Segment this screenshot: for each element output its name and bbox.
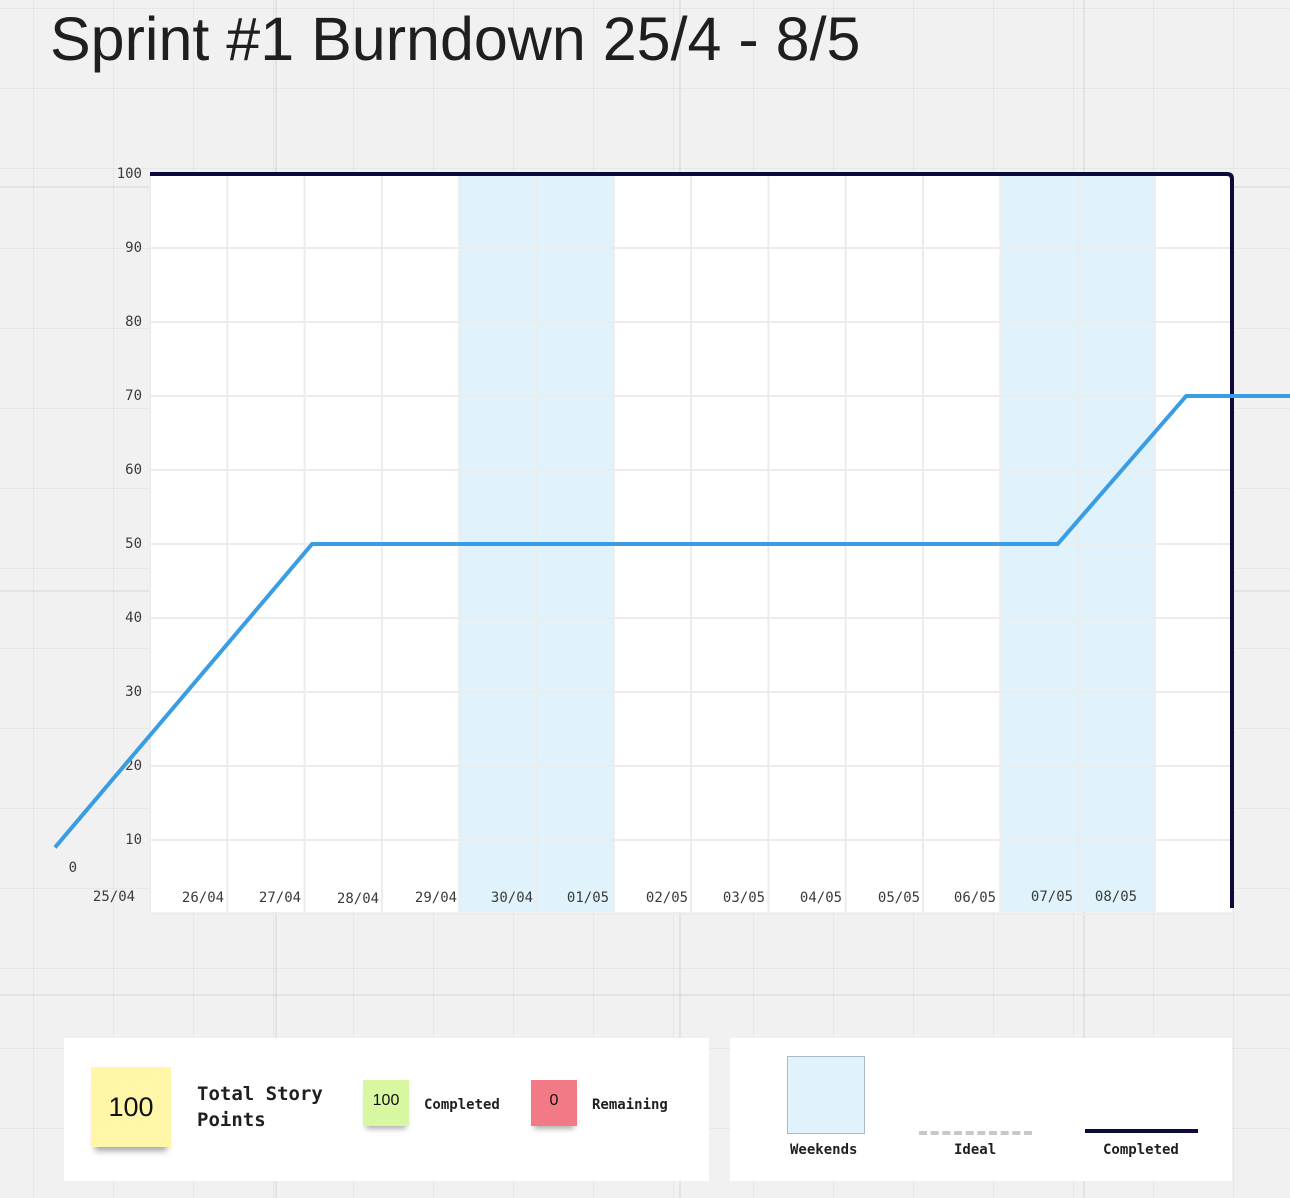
chart-frame: [150, 172, 1234, 908]
remaining-points-label: Remaining: [592, 1097, 668, 1113]
remaining-points-value: 0: [549, 1092, 559, 1109]
x-tick-label: 08/05: [1095, 889, 1137, 905]
completed-points-sticky[interactable]: 100: [363, 1080, 409, 1126]
x-tick-label: 07/05: [1031, 889, 1073, 905]
total-points-label: Total Story Points: [197, 1083, 323, 1131]
page-title: Sprint #1 Burndown 25/4 - 8/5: [50, 5, 861, 73]
completed-points-label: Completed: [424, 1097, 500, 1113]
y-tick-label: 50: [125, 536, 142, 552]
x-tick-label: 04/05: [800, 890, 842, 906]
remaining-points-sticky[interactable]: 0: [531, 1080, 577, 1126]
x-tick-label: 01/05: [567, 890, 609, 906]
y-tick-label: 10: [125, 832, 142, 848]
legend-ideal-line: [919, 1131, 1032, 1135]
total-points-sticky[interactable]: 100: [91, 1067, 171, 1147]
y-tick-label: 40: [125, 610, 142, 626]
y-tick-label: 60: [125, 462, 142, 478]
y-tick-label: 80: [125, 314, 142, 330]
x-tick-label: 27/04: [259, 890, 301, 906]
x-tick-label: 28/04: [337, 891, 379, 907]
total-points-value: 100: [108, 1091, 154, 1122]
legend-completed-line: [1085, 1129, 1198, 1133]
x-tick-label: 03/05: [723, 890, 765, 906]
completed-series-line: [53, 394, 1290, 849]
legend-weekends-swatch: [787, 1056, 865, 1134]
y-tick-label: 100: [117, 166, 142, 182]
y-tick-label: 90: [125, 240, 142, 256]
completed-points-value: 100: [372, 1092, 400, 1109]
x-tick-label: 30/04: [491, 890, 533, 906]
y-tick-label: 0: [69, 860, 77, 876]
x-tick-label: 06/05: [954, 890, 996, 906]
summary-panel: 100 Total Story Points 100 Completed 0 R…: [64, 1038, 709, 1181]
x-tick-label: 26/04: [182, 890, 224, 906]
legend-ideal-label: Ideal: [954, 1142, 997, 1158]
legend-completed-label: Completed: [1103, 1142, 1179, 1158]
x-tick-label: 25/04: [93, 889, 135, 905]
x-tick-label: 02/05: [646, 890, 688, 906]
x-tick-label: 05/05: [878, 890, 920, 906]
legend-weekends-label: Weekends: [790, 1142, 858, 1158]
legend-panel: Weekends Ideal Completed: [730, 1038, 1232, 1181]
y-tick-label: 30: [125, 684, 142, 700]
y-tick-label: 70: [125, 388, 142, 404]
x-tick-label: 29/04: [415, 890, 457, 906]
